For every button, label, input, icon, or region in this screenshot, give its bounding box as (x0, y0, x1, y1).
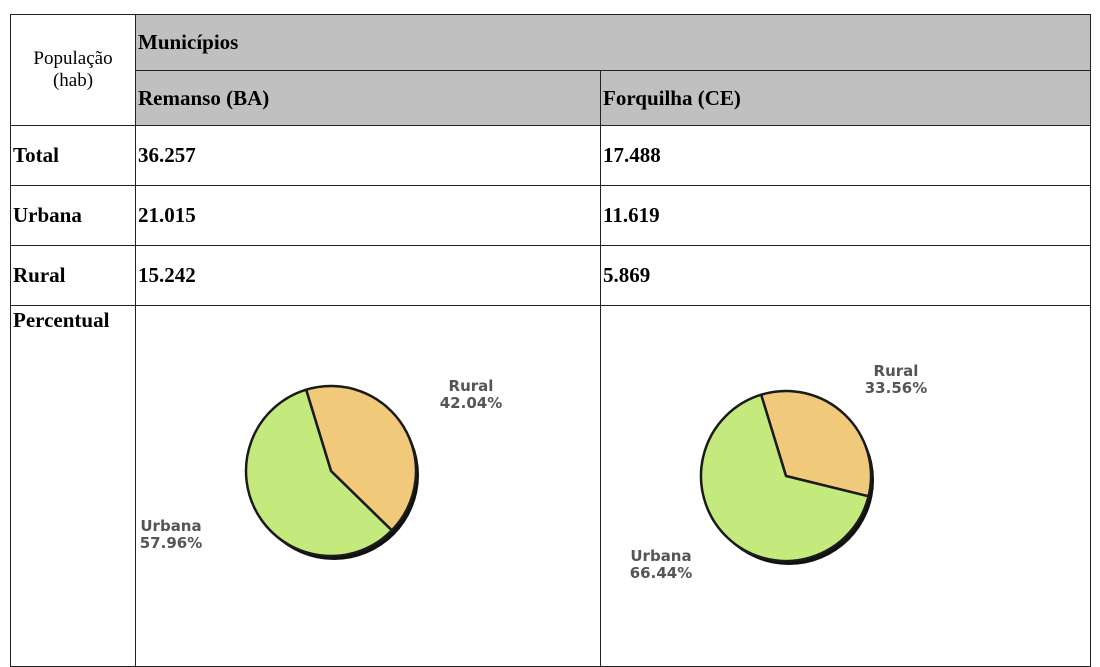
cell: 15.242 (135, 245, 601, 306)
pie-slice (699, 393, 870, 563)
corner-header: População (hab) (10, 14, 136, 126)
slice-value: 33.56% (865, 379, 927, 397)
row-label: Total (10, 125, 136, 186)
row-label: Percentual (10, 305, 136, 667)
page: População (hab) Municípios Remanso (BA) … (10, 14, 1092, 667)
column-header: Remanso (BA) (135, 70, 601, 126)
row-label: Urbana (10, 185, 136, 246)
slice-value: 66.44% (630, 564, 692, 582)
pie-slice (244, 388, 394, 558)
slice-category: Urbana (140, 517, 201, 535)
cell: 17.488 (599, 125, 1092, 186)
group-header: Municípios (134, 14, 1092, 71)
slice-category: Rural (449, 377, 494, 395)
cell: 21.015 (135, 185, 601, 246)
population-table: População (hab) Municípios Remanso (BA) … (10, 14, 1092, 667)
cell: 5.869 (599, 245, 1092, 306)
row-label: Rural (10, 245, 136, 306)
pie-cell: Urbana 57.96% Rural 42.04% (135, 305, 601, 667)
cell: 11.619 (599, 185, 1092, 246)
slice-value: 42.04% (440, 394, 502, 412)
slice-category: Urbana (630, 547, 691, 565)
slice-category: Rural (874, 362, 919, 380)
slice-value: 57.96% (140, 534, 202, 552)
pie-cell: Urbana 66.44% Rural 33.56% (599, 305, 1092, 667)
column-header: Forquilha (CE) (599, 70, 1092, 126)
pie-slice (759, 389, 873, 498)
cell: 36.257 (135, 125, 601, 186)
pie-slice (304, 384, 418, 532)
